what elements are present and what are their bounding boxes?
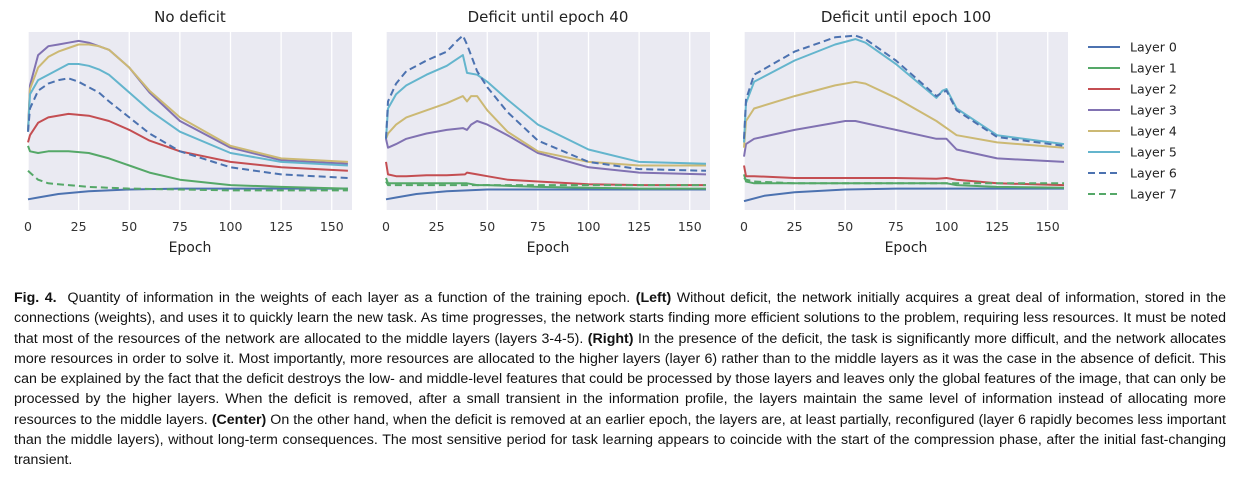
plot-background — [28, 32, 352, 210]
caption-left-tag: (Left) — [635, 290, 672, 306]
panel-title: Deficit until epoch 100 — [821, 8, 991, 26]
caption-right-tag: (Right) — [587, 330, 634, 347]
x-tick-label: 75 — [888, 219, 904, 234]
series-line-layer-3 — [385, 120, 707, 176]
x-axis-label: Epoch — [885, 240, 928, 256]
panel-1: 0 25 50 75 100 125 150 No deficit Epoch — [24, 8, 352, 256]
panel-3: 0 25 50 75 100 125 150 Deficit until epoch 100 E… — [740, 8, 1068, 256]
panel-title: No deficit — [154, 8, 226, 26]
legend-label-layer-3: Layer 3 — [1130, 103, 1177, 118]
x-tick-label: 0 — [24, 219, 32, 234]
x-tick-label: 25 — [429, 219, 445, 234]
series-line-layer-6 — [743, 34, 1065, 147]
x-tick-label: 75 — [172, 219, 188, 234]
legend-label-layer-7: Layer 7 — [1130, 187, 1177, 202]
series-line-layer-5 — [743, 38, 1065, 146]
x-tick-label: 25 — [787, 219, 803, 234]
x-tick-label: 125 — [985, 219, 1009, 234]
series-line-layer-3 — [743, 120, 1065, 163]
x-tick-label: 0 — [740, 219, 748, 234]
x-tick-label: 50 — [121, 219, 137, 234]
series-line-layer-4 — [743, 80, 1065, 149]
caption-center-tag: (Center) — [211, 411, 267, 428]
series-line-layer-4 — [27, 43, 348, 163]
legend-label-layer-2: Layer 2 — [1130, 82, 1177, 97]
series-line-layer-6 — [385, 34, 707, 172]
x-tick-label: 100 — [935, 219, 959, 234]
legend-label-layer-5: Layer 5 — [1130, 145, 1177, 160]
legend: Layer 0 Layer 1 Layer 2 Layer 3 Layer 4 Layer… — [1088, 40, 1177, 202]
x-tick-label: 50 — [837, 219, 853, 234]
caption-label: Fig. 4. — [14, 290, 57, 306]
legend-label-layer-1: Layer 1 — [1130, 61, 1177, 76]
series-line-layer-7 — [385, 181, 706, 187]
series-line-layer-7 — [27, 170, 348, 192]
x-tick-label: 75 — [530, 219, 546, 234]
plot-background — [386, 32, 710, 210]
x-tick-label: 150 — [320, 219, 344, 234]
series-line-layer-2 — [743, 165, 1065, 187]
x-tick-label: 125 — [269, 219, 293, 234]
series-line-layer-0 — [385, 188, 706, 201]
series-line-layer-5 — [385, 54, 707, 165]
series-line-layer-7 — [743, 177, 1064, 185]
caption-center-text: On the other hand, when the deficit is r… — [14, 411, 1226, 469]
legend-label-layer-4: Layer 4 — [1130, 124, 1177, 139]
legend-label-layer-6: Layer 6 — [1130, 166, 1177, 181]
series-line-layer-5 — [27, 63, 348, 167]
series-line-layer-4 — [385, 95, 706, 167]
series-line-layer-1 — [27, 145, 348, 190]
x-tick-label: 100 — [219, 219, 243, 234]
x-axis-label: Epoch — [527, 240, 570, 256]
legend-label-layer-0: Layer 0 — [1130, 40, 1177, 55]
series-line-layer-0 — [743, 187, 1064, 203]
x-tick-label: 150 — [1036, 219, 1060, 234]
caption-intro: Quantity of information in the weights o… — [67, 290, 631, 306]
series-line-layer-1 — [385, 177, 706, 190]
x-tick-label: 0 — [382, 219, 390, 234]
series-line-layer-2 — [27, 112, 348, 172]
figure-caption: Fig. 4. Quantity of information in the w… — [14, 288, 1226, 471]
caption-right-text: In the presence of the deficit, the task… — [14, 330, 1226, 428]
series-line-layer-2 — [385, 161, 706, 187]
x-tick-label: 125 — [627, 219, 651, 234]
caption-left-text: Without deficit, the network initially a… — [14, 290, 1226, 347]
panel-2: 0 25 50 75 100 125 150 Deficit until epoch 40 Ep… — [382, 8, 710, 256]
x-tick-label: 50 — [479, 219, 495, 234]
figure-panels: 0 25 50 75 100 125 150 No deficit Epoch 0 25 50 75 10… — [24, 8, 1177, 256]
x-tick-label: 150 — [678, 219, 702, 234]
panel-title: Deficit until epoch 40 — [468, 8, 629, 26]
plot-background — [744, 32, 1068, 210]
x-tick-label: 25 — [71, 219, 87, 234]
x-tick-label: 100 — [577, 219, 601, 234]
x-axis-label: Epoch — [169, 240, 212, 256]
series-line-layer-6 — [27, 77, 348, 179]
